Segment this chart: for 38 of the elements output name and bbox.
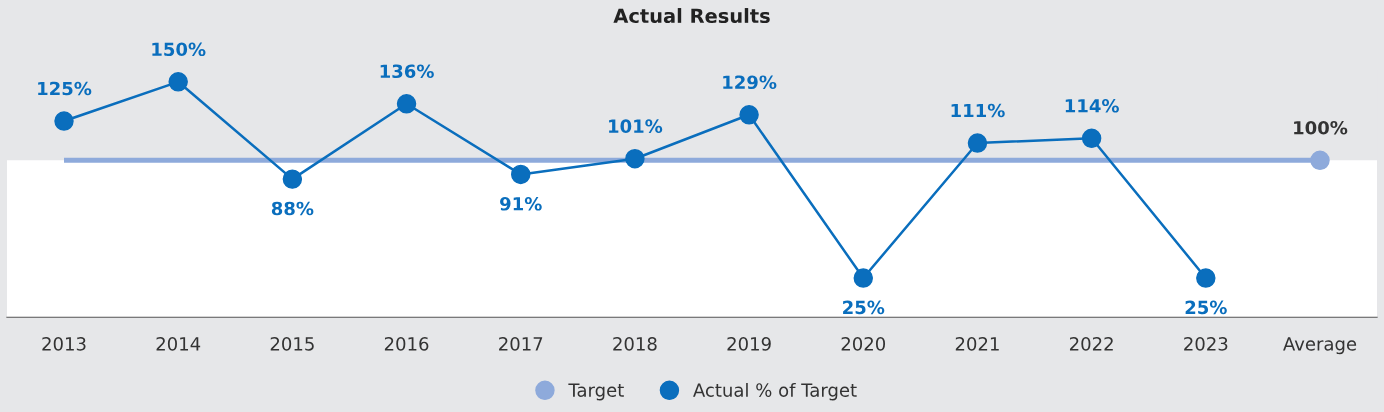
- data-label: 125%: [38, 81, 92, 96]
- x-tick-label: 2021: [955, 337, 999, 351]
- legend-label: Target: [568, 383, 624, 401]
- data-label: 114%: [1065, 98, 1119, 113]
- x-tick-label: 2023: [1184, 337, 1228, 351]
- x-tick-label: 2013: [42, 337, 86, 351]
- point: [396, 94, 417, 114]
- point: [282, 169, 303, 189]
- data-label: 91%: [500, 196, 542, 211]
- point: [625, 148, 645, 169]
- point: [1196, 268, 1216, 288]
- x-tick-label: 2016: [384, 337, 429, 351]
- point: [967, 133, 988, 153]
- x-tick-label: 2019: [727, 337, 771, 351]
- x-tick-label: 2014: [156, 337, 201, 351]
- data-label: 25%: [843, 300, 885, 315]
- point: [168, 72, 188, 92]
- x-tick-label: 2018: [613, 337, 657, 351]
- x-tick-label: 2020: [841, 337, 886, 351]
- x-tick-label: 2022: [1069, 337, 1113, 351]
- data-label: 111%: [951, 103, 1005, 118]
- data-label: 101%: [609, 119, 663, 133]
- point: [54, 111, 74, 131]
- data-label: 136%: [380, 64, 434, 79]
- data-label: 100%: [1294, 120, 1348, 135]
- x-tick-label: Average: [1283, 337, 1357, 355]
- legend-label: Actual % of Target: [693, 382, 857, 401]
- chart-title: Actual Results: [613, 8, 770, 24]
- point: [739, 105, 759, 125]
- data-label: 88%: [271, 201, 314, 216]
- x-tick-label: 2015: [270, 337, 314, 351]
- point: [1081, 128, 1102, 149]
- data-label: 129%: [723, 75, 777, 90]
- point: [853, 268, 873, 288]
- data-label: 150%: [152, 42, 206, 57]
- data-label: 25%: [1185, 300, 1227, 315]
- x-tick-label: 2017: [499, 337, 543, 351]
- point: [511, 164, 531, 185]
